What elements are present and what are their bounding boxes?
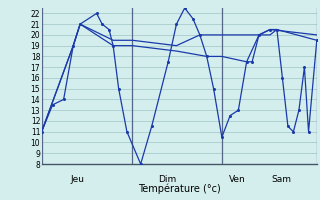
Text: Ven: Ven bbox=[228, 175, 245, 184]
Text: Sam: Sam bbox=[271, 175, 291, 184]
X-axis label: Température (°c): Température (°c) bbox=[138, 183, 220, 194]
Text: Dim: Dim bbox=[158, 175, 176, 184]
Text: Jeu: Jeu bbox=[70, 175, 84, 184]
